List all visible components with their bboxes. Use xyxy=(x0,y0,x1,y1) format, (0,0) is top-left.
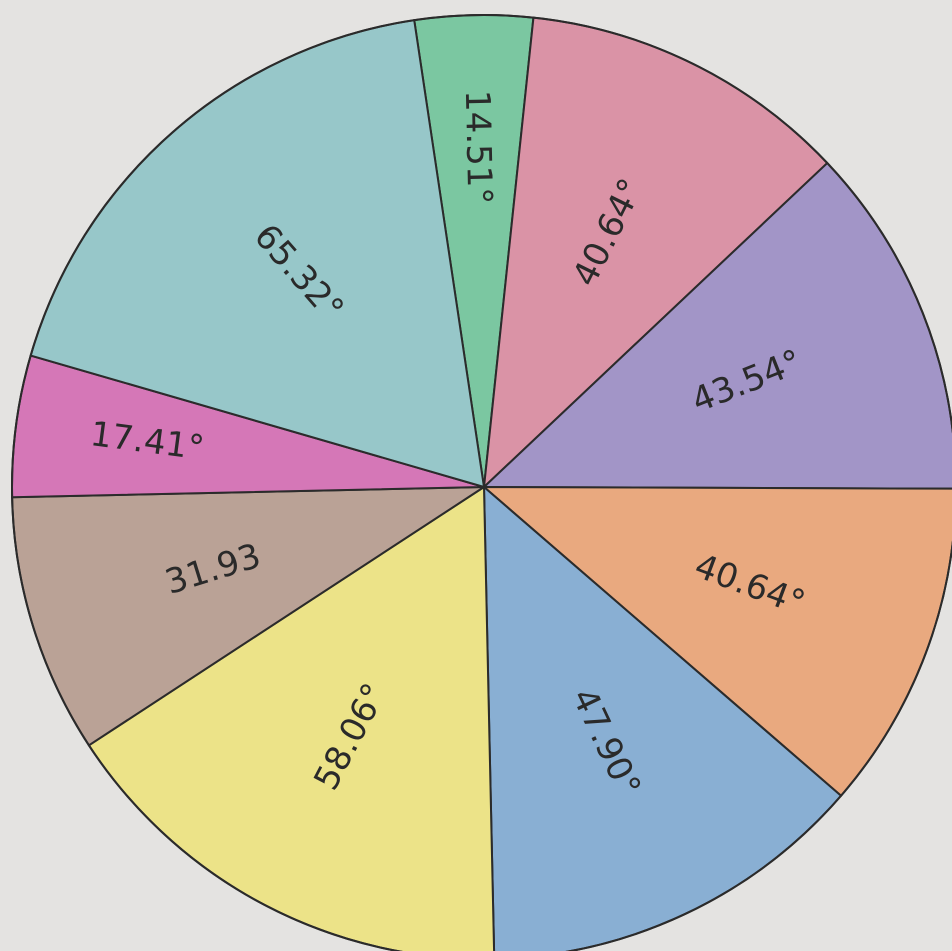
pie: 14.51°40.64°43.54°40.64°47.90°58.06°31.9… xyxy=(11,14,952,951)
pie-outline xyxy=(11,14,952,951)
slice-label: 14.51° xyxy=(457,90,499,205)
